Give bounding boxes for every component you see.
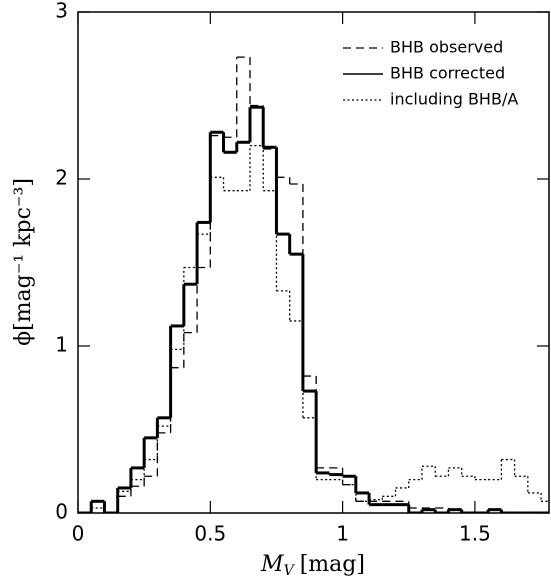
x-label-subscript: V <box>284 563 296 579</box>
x-tick-label: 0 <box>72 522 85 546</box>
x-label-unit: [mag] <box>300 552 365 577</box>
plot-frame <box>77 11 550 514</box>
x-tick-label: 1 <box>336 522 349 546</box>
plot-area <box>78 56 549 513</box>
x-axis-label: MV [mag] <box>260 552 365 579</box>
x-tick-label: 0.5 <box>194 522 226 546</box>
y-tick-label: 2 <box>55 166 68 190</box>
y-tick-label: 1 <box>55 333 68 357</box>
y-tick-label: 0 <box>55 500 68 524</box>
x-label-symbol: M <box>260 552 284 577</box>
y-axis-label: ϕ[mag⁻¹ kpc⁻³] <box>11 178 36 346</box>
y-tick-label: 3 <box>55 0 68 23</box>
x-tick-label: 1.5 <box>459 522 491 546</box>
legend-label: BHB corrected <box>390 64 505 83</box>
legend-label: including BHB/A <box>390 90 518 109</box>
legend-label: BHB observed <box>390 38 503 57</box>
